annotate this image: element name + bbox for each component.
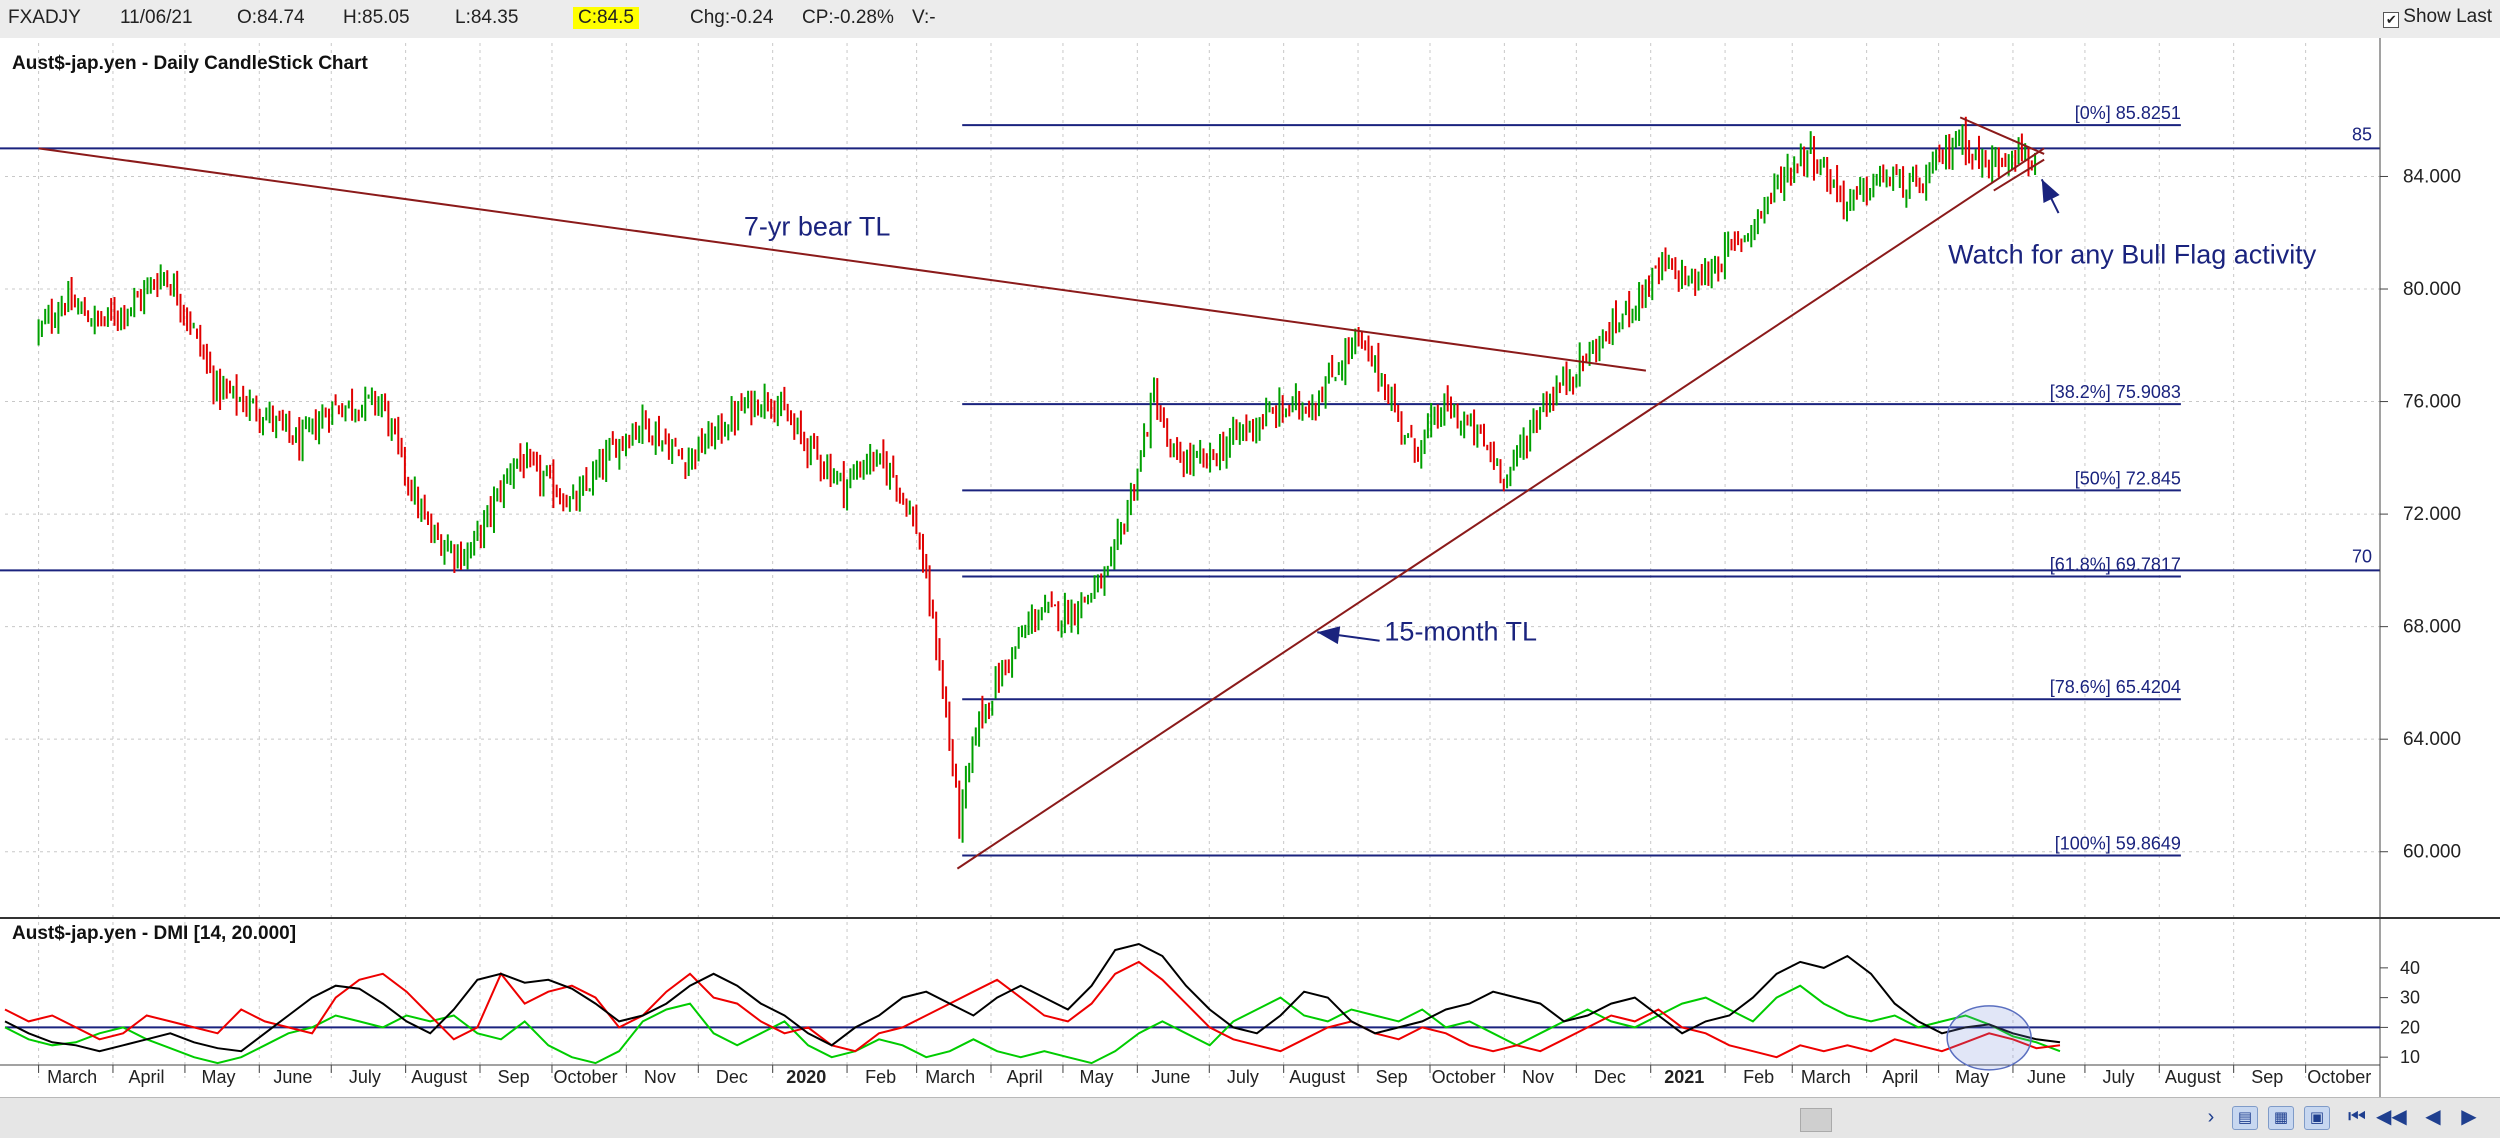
navigation-bar: › ▤ ▦ ▣ ⏮ ◀◀ ◀ ▶ [0, 1097, 2500, 1138]
x-tick-label: October [1432, 1067, 1496, 1087]
save-icon[interactable]: ▣ [2304, 1106, 2330, 1130]
close-value: C:84.5 [573, 7, 639, 29]
volume-value: V:- [912, 7, 936, 28]
x-tick-label: Sep [498, 1067, 530, 1087]
dmi-y-tick-label: 40 [2400, 958, 2420, 978]
y-tick-label: 68.000 [2403, 617, 2461, 638]
checkmark-icon: ✔ [2383, 12, 2400, 28]
x-tick-label: October [554, 1067, 618, 1087]
y-tick-label: 64.000 [2403, 729, 2461, 750]
x-tick-label: March [925, 1067, 975, 1087]
annotation-label: 7-yr bear TL [744, 212, 891, 242]
y-tick-label: 84.000 [2403, 166, 2461, 187]
high-value: H:85.05 [343, 7, 410, 28]
axes: 60.000 64.000 68.000 72.000 76.000 80.000 84.0… [0, 38, 2500, 1097]
date-label: 11/06/21 [120, 7, 193, 28]
x-tick-label: August [1289, 1067, 1345, 1087]
x-tick-label: April [1007, 1067, 1043, 1087]
horizontal-level-label: 85 [2352, 124, 2372, 144]
x-tick-label: July [1227, 1067, 1259, 1087]
x-tick-label: June [1151, 1067, 1190, 1087]
dmi-y-tick-label: 30 [2400, 988, 2420, 1008]
low-value: L:84.35 [455, 7, 519, 28]
x-tick-label: Dec [1594, 1067, 1626, 1087]
annotations: 7-yr bear TL 15-month TL Watch for any Bul… [744, 178, 2317, 647]
x-tick-label: April [129, 1067, 165, 1087]
y-tick-label: 80.000 [2403, 279, 2461, 300]
fib-level-label: [78.6%] 65.4204 [2050, 677, 2181, 697]
main-chart-title: Aust$-jap.yen - Daily CandleStick Chart [12, 53, 368, 74]
dmi-series-adx [4, 942, 2061, 1053]
x-tick-label: Nov [1522, 1067, 1554, 1087]
x-tick-label: March [47, 1067, 97, 1087]
x-tick-label: April [1882, 1067, 1918, 1087]
dmi-highlight-ellipse [1946, 1005, 2032, 1071]
x-tick-label: August [411, 1067, 467, 1087]
grid [5, 43, 2380, 1078]
x-tick-label: August [2165, 1067, 2221, 1087]
x-tick-label: Feb [865, 1067, 896, 1087]
x-tick-label: March [1801, 1067, 1851, 1087]
fib-level-label: [61.8%] 69.7817 [2050, 555, 2181, 575]
next-icon[interactable]: ▶ [2461, 1106, 2477, 1128]
x-tick-label: 2020 [786, 1067, 826, 1087]
chart-background [0, 38, 2500, 1097]
x-tick-label: July [2103, 1067, 2135, 1087]
dmi-panel: 10 20 30 40 [4, 942, 2420, 1071]
dmi-series-di [4, 960, 2061, 1059]
x-tick-label: Dec [716, 1067, 748, 1087]
change-pct-value: CP:-0.28% [802, 7, 894, 28]
y-tick-label: 60.000 [2403, 842, 2461, 863]
x-tick-label: Nov [644, 1067, 676, 1087]
horizontal-level-label: 70 [2352, 546, 2372, 566]
scrollbar-thumb[interactable] [1800, 1108, 1832, 1132]
show-last-label: Show Last [2403, 6, 2492, 27]
x-tick-label: May [202, 1067, 236, 1087]
previous-icon[interactable]: ◀ [2425, 1106, 2441, 1128]
x-tick-label: 2021 [1664, 1067, 1704, 1087]
zoom-out-icon[interactable]: ▤ [2232, 1106, 2258, 1130]
x-tick-label: Feb [1743, 1067, 1774, 1087]
dmi-chart-title: Aust$-jap.yen - DMI [14, 20.000] [12, 923, 296, 944]
x-tick-label: June [273, 1067, 312, 1087]
arrow-head-icon [1317, 626, 1341, 645]
symbol-label: FXADJY [8, 7, 81, 28]
dmi-y-tick-label: 10 [2400, 1047, 2420, 1067]
price-candles [37, 116, 2037, 843]
show-last-checkbox[interactable]: ✔ Show Last [2383, 6, 2492, 28]
y-tick-label: 76.000 [2403, 392, 2461, 413]
x-tick-label: Sep [2251, 1067, 2283, 1087]
quote-bar: FXADJY 11/06/21 O:84.74 H:85.05 L:84.35 … [0, 0, 2500, 39]
open-value: O:84.74 [237, 7, 305, 28]
x-tick-label: Sep [1376, 1067, 1408, 1087]
x-tick-label: July [349, 1067, 381, 1087]
fib-level-label: [0%] 85.8251 [2075, 103, 2181, 123]
annotation-label: 15-month TL [1384, 617, 1537, 647]
fib-level-label: [50%] 72.845 [2075, 468, 2181, 488]
arrow-head-icon [2041, 179, 2060, 203]
y-tick-label: 72.000 [2403, 504, 2461, 525]
first-page-icon[interactable]: ⏮ [2348, 1106, 2366, 1128]
trendline-flag-bottom [1993, 158, 2045, 192]
change-value: Chg:-0.24 [690, 7, 774, 28]
fibonacci-levels: [0%] 85.8251 [38.2%] 75.9083 [50%] 72.845 [… [962, 103, 2181, 857]
x-tick-label: May [1080, 1067, 1114, 1087]
x-tick-label: May [1955, 1067, 1989, 1087]
scroll-right-icon[interactable]: › [2207, 1106, 2215, 1128]
trendlines [38, 116, 2045, 870]
fib-level-label: [100%] 59.8649 [2055, 834, 2181, 854]
zoom-in-icon[interactable]: ▦ [2268, 1106, 2294, 1130]
x-tick-label: October [2307, 1067, 2371, 1087]
previous-page-icon[interactable]: ◀◀ [2376, 1106, 2407, 1128]
x-tick-label: June [2027, 1067, 2066, 1087]
annotation-label: Watch for any Bull Flag activity [1948, 240, 2317, 270]
trendline-15-month-tl [956, 147, 2045, 870]
dmi-series-di [4, 984, 2061, 1065]
dmi-y-tick-label: 20 [2400, 1017, 2420, 1037]
horizontal-levels: 85 70 [0, 124, 2380, 572]
trendline-flag-top [1959, 116, 2045, 155]
chart-canvas: [0%] 85.8251 [38.2%] 75.9083 [50%] 72.845 [… [0, 38, 2500, 1097]
fib-level-label: [38.2%] 75.9083 [2050, 382, 2181, 402]
trendline-7-yr-bear-tl [38, 147, 1647, 372]
